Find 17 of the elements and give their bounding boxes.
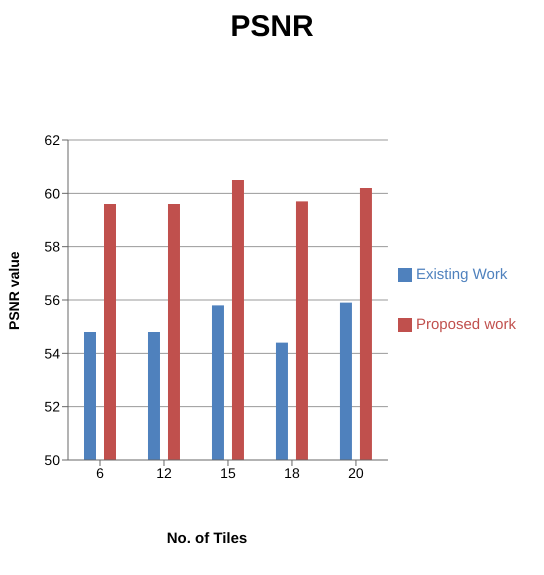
chart-title: PSNR (229, 10, 315, 45)
x-tick-label: 12 (156, 464, 172, 481)
x-tick-label: 6 (96, 464, 104, 481)
x-tick-label: 15 (220, 464, 236, 481)
y-tick-label: 54 (44, 345, 60, 362)
y-tick-label: 52 (44, 398, 60, 415)
y-tick-label: 62 (44, 132, 60, 148)
x-tick-label: 18 (284, 464, 300, 481)
legend-label: Proposed work (416, 316, 516, 333)
y-tick-label: 50 (44, 452, 60, 468)
x-tick-label: 20 (348, 464, 364, 481)
y-tick-label: 60 (44, 185, 60, 202)
y-tick-label: 56 (44, 292, 60, 308)
y-tick-label: 58 (44, 238, 60, 255)
legend-label: Existing Work (416, 266, 508, 283)
y-axis-title: PSNR value (6, 251, 22, 330)
x-axis-title: No. of Tiles (166, 530, 248, 547)
